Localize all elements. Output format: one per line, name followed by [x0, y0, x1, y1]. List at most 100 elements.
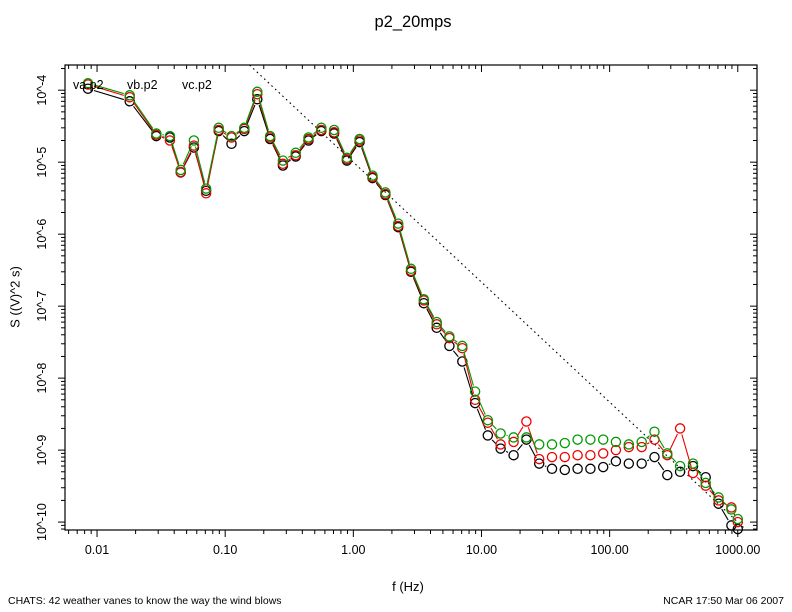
data-point-marker: [585, 449, 596, 461]
data-point-marker: [636, 458, 647, 469]
legend-label-vb-p2: vb.p2: [127, 78, 158, 92]
series-line-segment: [531, 439, 534, 442]
series-line-segment: [646, 442, 650, 445]
series-line-segment: [132, 101, 154, 131]
series-line-segment: [685, 468, 688, 470]
data-point-marker: [200, 183, 212, 194]
data-point-marker: [610, 436, 622, 448]
data-point-marker: [623, 441, 635, 453]
data-point-marker: [521, 416, 532, 427]
series-line-segment: [544, 465, 547, 467]
data-point-marker: [303, 132, 314, 143]
data-point-marker: [623, 439, 635, 450]
series-line-segment: [258, 104, 269, 134]
series-line-segment: [183, 150, 192, 167]
series-line-segment: [236, 130, 240, 134]
series-line-segment: [161, 136, 165, 139]
data-point-marker: [82, 83, 94, 94]
data-point-marker: [482, 414, 494, 426]
data-point-marker: [572, 463, 583, 475]
series-line-segment: [681, 434, 692, 468]
data-point-marker: [82, 77, 94, 89]
data-point-marker: [713, 495, 724, 506]
data-point-marker: [546, 463, 558, 475]
legend-label-vc-p2: vc.p2: [182, 78, 212, 92]
chart-title: p2_20mps: [374, 13, 451, 31]
data-series-layer: [82, 77, 744, 535]
series-line-segment: [313, 133, 317, 136]
series-line-segment: [299, 143, 306, 151]
series-line-segment: [608, 463, 611, 466]
series-line-segment: [399, 229, 410, 263]
series-line-segment: [426, 305, 435, 320]
series-line-segment: [194, 146, 206, 183]
data-point-marker: [597, 448, 609, 459]
data-point-marker: [674, 460, 686, 472]
data-point-marker: [610, 456, 622, 467]
y-tick-label: 10^-4: [35, 75, 49, 106]
data-point-marker: [700, 477, 711, 489]
series-line-segment: [349, 146, 357, 156]
series-line-segment: [287, 159, 291, 163]
series-line-segment: [646, 435, 651, 439]
data-point-marker: [431, 316, 442, 328]
series-line-segment: [349, 145, 357, 155]
series-line-segment: [527, 427, 538, 454]
data-point-marker: [559, 464, 571, 476]
y-tick-label: 10^-8: [35, 363, 49, 394]
series-line-segment: [387, 199, 397, 221]
data-point-marker: [687, 458, 699, 469]
series-line-segment: [490, 427, 498, 440]
y-tick-label: 10^-10: [35, 503, 49, 541]
series-line-segment: [336, 135, 345, 153]
series-line-segment: [669, 433, 678, 450]
data-point-marker: [546, 439, 558, 450]
series-line-segment: [313, 134, 317, 138]
series-line-segment: [223, 130, 227, 134]
data-point-marker: [726, 504, 737, 515]
series-line-segment: [658, 444, 664, 451]
data-point-marker: [662, 469, 673, 481]
series-line-segment: [452, 350, 459, 358]
y-axis-title: S ((V)^2 s): [8, 266, 23, 328]
series-line-segment: [709, 490, 715, 497]
series-line-segment: [206, 135, 219, 188]
series-line-segment: [375, 181, 383, 190]
series-line-segment: [657, 436, 665, 449]
series-line-segment: [477, 397, 486, 415]
data-point-marker: [164, 130, 176, 142]
series-line-segment: [505, 450, 509, 453]
series-line-segment: [426, 304, 435, 317]
data-point-marker: [597, 461, 609, 473]
data-point-marker: [124, 90, 135, 101]
series-line-segment: [709, 487, 715, 494]
data-point-marker: [188, 135, 200, 146]
reference-slope-line: [249, 64, 747, 531]
data-point-marker: [533, 458, 545, 469]
x-tick-label: 100.00: [591, 543, 629, 557]
series-line-segment: [206, 133, 218, 183]
series-line-segment: [375, 180, 383, 188]
data-point-marker: [226, 130, 237, 142]
series-vc-p2: [82, 77, 744, 525]
data-point-marker: [175, 164, 186, 176]
series-line-segment: [93, 85, 124, 96]
data-point-marker: [623, 458, 635, 469]
data-point-marker: [290, 147, 301, 159]
reference-line-layer: [249, 64, 747, 531]
data-point-marker: [164, 135, 176, 146]
data-point-marker: [636, 441, 647, 453]
series-line-segment: [387, 197, 397, 219]
series-line-segment: [657, 461, 665, 471]
series-line-segment: [454, 339, 458, 343]
data-point-marker: [239, 122, 250, 134]
data-point-marker: [572, 434, 583, 445]
data-point-marker: [495, 439, 506, 450]
series-line-segment: [194, 151, 206, 188]
data-point-marker: [732, 523, 744, 535]
series-line-segment: [171, 146, 180, 167]
data-point-marker: [469, 386, 481, 397]
x-tick-label: 10.00: [466, 543, 497, 557]
series-line-segment: [182, 145, 192, 165]
